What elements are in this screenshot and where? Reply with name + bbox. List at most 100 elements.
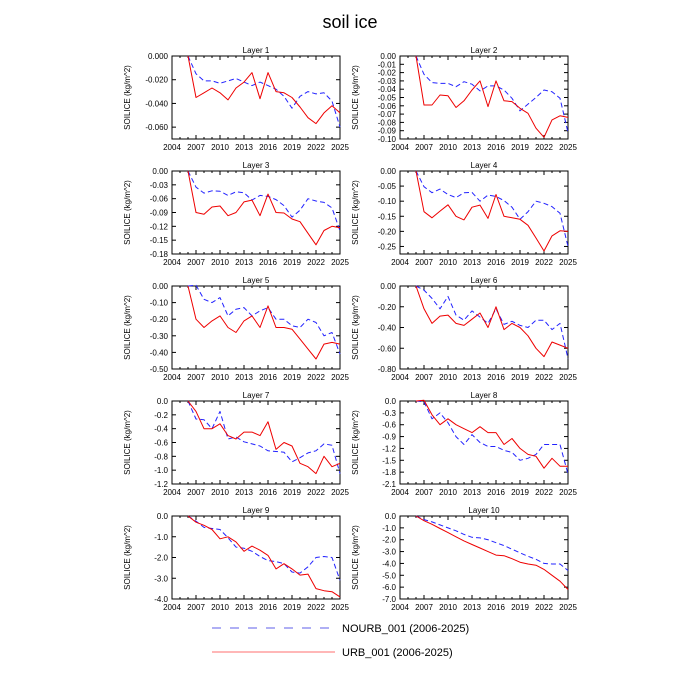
layer-8-frame bbox=[399, 400, 569, 485]
layer-5-xtick-label: 2019 bbox=[283, 373, 301, 382]
layer-1-xtick-label: 2004 bbox=[163, 143, 181, 152]
layer-8-ytick-label: -0.6 bbox=[382, 421, 396, 430]
layer-7-xtick-label: 2013 bbox=[235, 488, 253, 497]
layer-7-ytick-label: 0.0 bbox=[157, 397, 169, 406]
layer-1-xtick-label: 2019 bbox=[283, 143, 301, 152]
layer-3-series-urb bbox=[187, 170, 341, 246]
layer-3-ytick-label: -0.18 bbox=[150, 250, 169, 259]
layer-5-xtick-label: 2013 bbox=[235, 373, 253, 382]
layer-5-xtick-label: 2007 bbox=[187, 373, 205, 382]
layer-9-ytick-label: -1.0 bbox=[154, 533, 168, 542]
layer-3-xtick-label: 2010 bbox=[211, 258, 229, 267]
layer-2-xtick-label: 2025 bbox=[559, 143, 577, 152]
layer-4-panel: Layer 4 SOILICE (kg/m^2) 0.00 -0.05 -0.10 -0.… bbox=[351, 161, 577, 267]
layer-2-series-urb bbox=[415, 55, 569, 138]
layer-3-ytick-label: -0.15 bbox=[150, 236, 169, 245]
layer-5-panel: Layer 5 SOILICE (kg/m^2) 0.00 -0.10 -0.20 -0.… bbox=[123, 276, 349, 382]
layer-7-title: Layer 7 bbox=[243, 391, 270, 400]
layer-8-xtick-label: 2022 bbox=[535, 488, 553, 497]
layer-10-xtick-label: 2016 bbox=[487, 603, 505, 612]
layer-8-xtick-label: 2010 bbox=[439, 488, 457, 497]
layer-2-ytick-label: -0.04 bbox=[378, 85, 397, 94]
layer-2-ytick-label: -0.08 bbox=[378, 118, 397, 127]
layer-7-ytick-label: -0.8 bbox=[154, 452, 168, 461]
layer-8-ytick-label: -1.2 bbox=[382, 444, 396, 453]
layer-4-title: Layer 4 bbox=[471, 161, 498, 170]
layer-4-xtick-label: 2007 bbox=[415, 258, 433, 267]
layer-7-ytick-label: -0.4 bbox=[154, 425, 168, 434]
layer-2-ytick-label: -0.05 bbox=[378, 94, 397, 103]
layer-1-ytick-label: 0.000 bbox=[148, 52, 169, 61]
layer-4-xtick-label: 2019 bbox=[511, 258, 529, 267]
layer-9-xtick-label: 2004 bbox=[163, 603, 181, 612]
layer-10-ytick-label: -4.0 bbox=[382, 559, 396, 568]
layer-6-ytick-label: -0.60 bbox=[378, 344, 397, 353]
layer-3-xtick-label: 2007 bbox=[187, 258, 205, 267]
layer-10-xtick-label: 2025 bbox=[559, 603, 577, 612]
layer-8-ytick-label: -1.8 bbox=[382, 468, 396, 477]
layer-4-ytick-label: -0.15 bbox=[378, 212, 397, 221]
layer-6-xtick-label: 2025 bbox=[559, 373, 577, 382]
layer-10-xtick-label: 2019 bbox=[511, 603, 529, 612]
layer-5-ytick-label: -0.40 bbox=[150, 348, 169, 357]
layer-5-ytick-label: -0.10 bbox=[150, 299, 169, 308]
layer-6-series-nourb bbox=[415, 285, 569, 359]
layer-1-xtick-label: 2025 bbox=[331, 143, 349, 152]
layer-9-xtick-label: 2022 bbox=[307, 603, 325, 612]
layer-7-xtick-label: 2004 bbox=[163, 488, 181, 497]
layer-10-ytick-label: -5.0 bbox=[382, 571, 396, 580]
layer-3-ytick-label: -0.06 bbox=[150, 195, 169, 204]
layer-7-series-urb bbox=[187, 400, 341, 475]
layer-1-title: Layer 1 bbox=[243, 46, 270, 55]
legend: NOURB_001 (2006-2025) URB_001 (2006-2025… bbox=[212, 623, 469, 659]
layer-5-ylabel: SOILICE (kg/m^2) bbox=[123, 295, 132, 360]
layer-2-xtick-label: 2019 bbox=[511, 143, 529, 152]
layer-10-panel: Layer 10 SOILICE (kg/m^2) 0.0 -1.0 -2.0 -3.0 -… bbox=[351, 506, 577, 612]
layer-4-series-urb bbox=[415, 170, 569, 252]
layer-2-xtick-label: 2010 bbox=[439, 143, 457, 152]
layer-5-frame bbox=[171, 285, 341, 370]
layer-8-ytick-label: -0.3 bbox=[382, 409, 396, 418]
layer-2-xtick-label: 2004 bbox=[391, 143, 409, 152]
layer-1-ylabel: SOILICE (kg/m^2) bbox=[123, 65, 132, 130]
layer-6-xtick-label: 2004 bbox=[391, 373, 409, 382]
layer-9-xtick-label: 2019 bbox=[283, 603, 301, 612]
layer-3-xtick-label: 2016 bbox=[259, 258, 277, 267]
figure-title: soil ice bbox=[322, 12, 377, 32]
layer-6-ytick-label: -0.40 bbox=[378, 324, 397, 333]
layer-3-xtick-label: 2022 bbox=[307, 258, 325, 267]
layer-1-xtick-label: 2010 bbox=[211, 143, 229, 152]
layer-10-series-nourb bbox=[415, 515, 569, 571]
layer-8-series-nourb bbox=[415, 400, 569, 475]
layer-10-ytick-label: -3.0 bbox=[382, 548, 396, 557]
layer-6-title: Layer 6 bbox=[471, 276, 498, 285]
layer-5-ytick-label: -0.20 bbox=[150, 315, 169, 324]
layer-10-xtick-label: 2013 bbox=[463, 603, 481, 612]
layer-9-panel: Layer 9 SOILICE (kg/m^2) 0.0 -1.0 -2.0 -3.0 -4… bbox=[123, 506, 349, 612]
layer-3-ytick-label: 0.00 bbox=[152, 167, 168, 176]
layer-10-xtick-label: 2022 bbox=[535, 603, 553, 612]
layer-5-series-urb bbox=[187, 285, 341, 360]
layer-10-frame bbox=[399, 515, 569, 600]
layer-5-title: Layer 5 bbox=[243, 276, 270, 285]
layer-4-xtick-label: 2022 bbox=[535, 258, 553, 267]
layer-2-xtick-label: 2022 bbox=[535, 143, 553, 152]
layer-10-xtick-label: 2007 bbox=[415, 603, 433, 612]
layer-9-ytick-label: -3.0 bbox=[154, 574, 168, 583]
layer-5-ytick-label: -0.30 bbox=[150, 332, 169, 341]
layer-3-ytick-label: -0.09 bbox=[150, 209, 169, 218]
layer-7-ylabel: SOILICE (kg/m^2) bbox=[123, 410, 132, 475]
layer-4-xtick-label: 2013 bbox=[463, 258, 481, 267]
layer-7-xtick-label: 2007 bbox=[187, 488, 205, 497]
layer-6-panel: Layer 6 SOILICE (kg/m^2) 0.00 -0.20 -0.40 -0.… bbox=[351, 276, 577, 382]
layer-2-ylabel: SOILICE (kg/m^2) bbox=[351, 65, 360, 130]
layer-7-xtick-label: 2022 bbox=[307, 488, 325, 497]
layer-6-ytick-label: -0.20 bbox=[378, 303, 397, 312]
layer-3-ytick-label: -0.12 bbox=[150, 222, 169, 231]
layer-3-panel: Layer 3 SOILICE (kg/m^2) 0.00 -0.03 -0.06 -0.… bbox=[123, 161, 349, 267]
layer-10-ytick-label: -2.0 bbox=[382, 536, 396, 545]
layer-2-ytick-label: -0.01 bbox=[378, 60, 397, 69]
layer-1-series-urb bbox=[187, 55, 341, 125]
layer-6-xtick-label: 2019 bbox=[511, 373, 529, 382]
